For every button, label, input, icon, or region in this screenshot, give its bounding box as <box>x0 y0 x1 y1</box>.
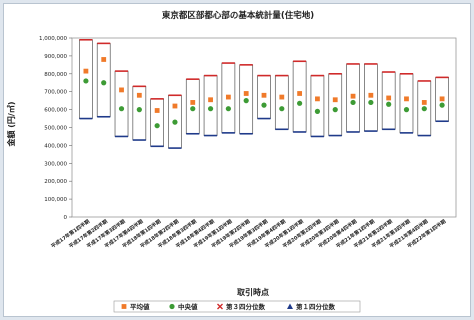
legend-swatch-mean <box>121 304 127 309</box>
y-tick-label: 800,000 <box>44 72 67 78</box>
y-tick-label: 900,000 <box>44 54 67 60</box>
y-tick-label: 100,000 <box>44 197 67 203</box>
median-point <box>190 106 196 112</box>
median-point <box>207 106 214 112</box>
mean-point <box>190 100 196 105</box>
mean-point <box>332 97 338 103</box>
y-tick-label: 400,000 <box>44 143 67 149</box>
y-tick-label: 600,000 <box>44 108 67 114</box>
box <box>399 73 414 134</box>
mean-point <box>154 108 160 113</box>
mean-point <box>83 68 89 74</box>
median-point <box>314 108 321 114</box>
legend-label: 中央値 <box>178 302 198 311</box>
mean-point <box>101 57 107 62</box>
y-tick-label: 200,000 <box>44 179 67 185</box>
mean-point <box>297 91 303 96</box>
mean-point <box>119 87 124 93</box>
box <box>96 43 111 118</box>
legend-label: 第３四分位数 <box>226 302 266 311</box>
median-point <box>243 98 249 104</box>
box <box>328 73 343 136</box>
box <box>381 71 396 130</box>
box <box>310 75 325 137</box>
boxplot-chart: 東京都区部都心部の基本統計量(住宅地) 0 100,000 200,000 300,0… <box>6 10 457 313</box>
x-axis-label: 取引時点 <box>237 287 269 297</box>
median-point <box>83 78 89 84</box>
y-tick-label: 1,000,000 <box>39 36 67 42</box>
median-point <box>225 106 231 112</box>
box <box>274 75 289 130</box>
mean-point <box>315 96 320 102</box>
median-point <box>297 100 303 106</box>
median-point <box>350 99 356 106</box>
legend-swatch-q3 <box>217 303 223 310</box>
legend-box <box>113 300 361 313</box>
mean-point <box>243 91 249 96</box>
legend-swatch-q1 <box>287 303 293 309</box>
legend: 平均値 中央値 第３四分位数 第１四分位数 <box>113 300 361 313</box>
y-tick-label: 500,000 <box>44 126 67 132</box>
y-axis-label: 金額 (円/㎡) <box>6 101 16 147</box>
median-point <box>368 99 374 106</box>
median-point <box>403 107 410 113</box>
median-point <box>136 107 142 113</box>
median-point <box>279 106 285 112</box>
mean-point <box>261 92 267 98</box>
median-point <box>172 119 178 125</box>
plot-border <box>71 37 457 218</box>
median-point <box>386 101 392 107</box>
legend-swatch-median <box>169 303 175 310</box>
y-tick-label: 700,000 <box>44 90 67 96</box>
mean-point <box>136 92 142 98</box>
box <box>150 98 164 147</box>
mean-point <box>404 96 409 102</box>
mean-point <box>439 96 445 102</box>
mean-point <box>421 100 427 105</box>
y-tick-label: 0 <box>64 215 68 221</box>
median-point <box>332 107 338 113</box>
median-point <box>439 102 445 108</box>
y-tick-label: 300,000 <box>44 161 67 167</box>
chart-frame: 東京都区部都心部の基本統計量(住宅地) 0 100,000 200,000 300,0… <box>3 3 471 317</box>
median-point <box>261 102 267 108</box>
plot-area: 0 100,000 200,000 300,000 400,000 500,000 600,… <box>39 36 457 250</box>
box <box>292 60 307 133</box>
median-point <box>118 106 125 112</box>
median-point <box>421 106 427 112</box>
mean-point <box>386 95 392 101</box>
median-point <box>154 123 160 129</box>
median-point <box>101 80 107 86</box>
mean-point <box>172 103 178 109</box>
chart-title: 東京都区部都心部の基本統計量(住宅地) <box>162 10 314 21</box>
legend-label: 平均値 <box>130 302 150 311</box>
mean-point <box>208 97 213 103</box>
box <box>114 70 129 137</box>
mean-point <box>350 93 356 99</box>
mean-point <box>225 94 231 100</box>
box <box>203 75 218 136</box>
mean-point <box>368 92 374 98</box>
legend-label: 第１四分位数 <box>296 302 336 311</box>
mean-point <box>279 94 285 100</box>
